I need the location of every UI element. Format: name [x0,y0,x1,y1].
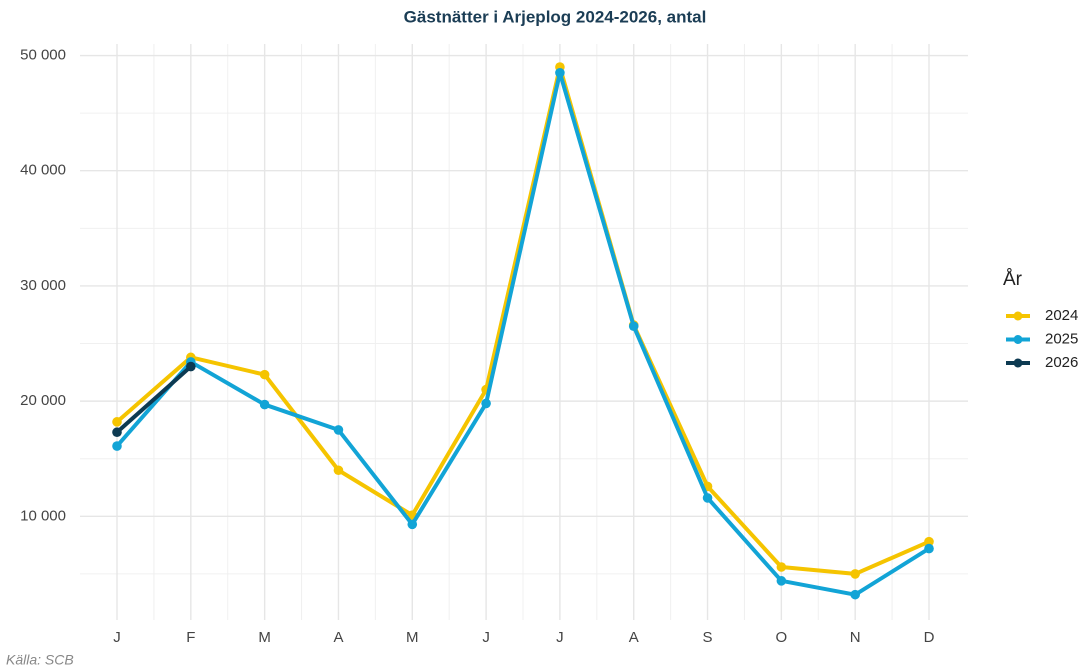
x-tick-label: J [482,629,490,646]
series-line [115,65,930,576]
data-point [850,589,860,600]
x-tick-label: A [629,629,639,646]
series-line [115,70,931,597]
legend-key-point [1013,335,1023,344]
data-point [112,441,122,451]
y-tick-label: 10 000 [20,507,66,524]
legend-key-point [1013,311,1023,321]
data-point [555,68,565,78]
x-tick-label: D [924,629,935,646]
chart-title: Gästnätter i Arjeplog 2024-2026, antal [404,7,707,26]
x-tick-label: O [776,629,788,646]
x-tick-label: F [186,629,195,646]
data-point [186,361,196,372]
data-point [333,465,344,476]
y-tick-label: 20 000 [20,392,66,409]
data-point [924,536,934,547]
legend-label: 2025 [1045,330,1078,347]
legend-key-point [1013,358,1023,368]
data-point [481,398,491,409]
x-tick-label: S [703,629,713,646]
data-point [333,425,344,435]
data-point [259,399,270,410]
x-tick-label: M [258,629,271,646]
caption: Källa: SCB [6,652,74,668]
series-line [115,365,193,434]
data-point [628,321,639,332]
data-point [112,427,122,438]
x-tick-label: J [556,629,564,646]
data-point [702,493,713,503]
data-point [259,369,270,380]
data-point [112,417,122,427]
data-point [776,562,787,572]
legend-title: År [1003,269,1023,290]
data-point [850,569,860,579]
y-tick-label: 40 000 [20,162,66,179]
x-tick-label: N [850,629,861,646]
x-tick-label: A [333,629,343,646]
y-tick-label: 50 000 [20,46,66,63]
x-tick-label: J [113,629,121,646]
legend-label: 2024 [1045,307,1078,324]
data-point [924,543,934,554]
x-tick-label: M [406,629,419,646]
y-tick-label: 30 000 [20,277,66,294]
legend-label: 2026 [1045,354,1078,371]
data-point [776,576,787,586]
data-point [407,519,418,530]
